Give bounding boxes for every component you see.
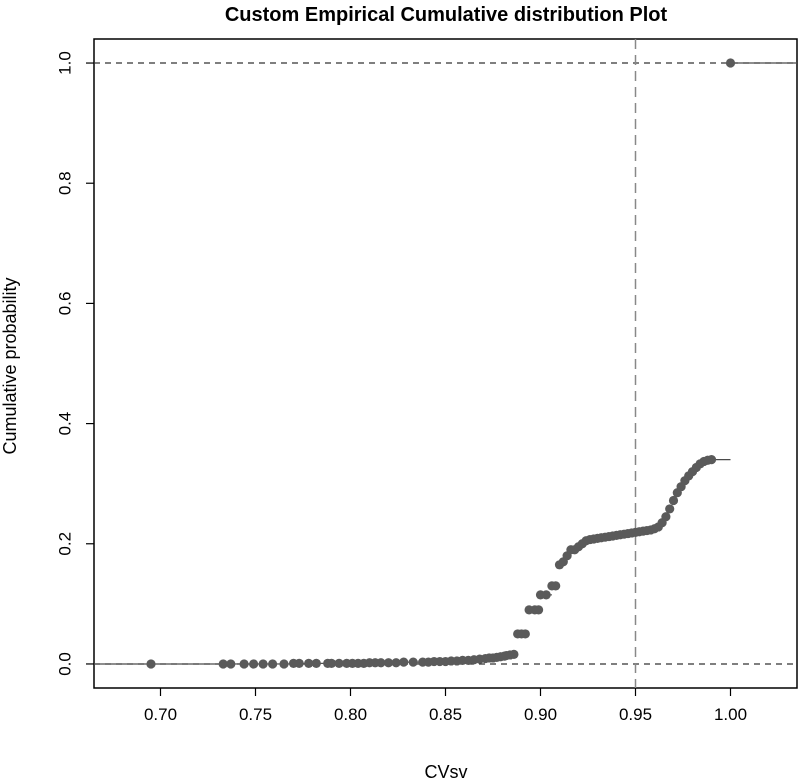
- data-point: [661, 512, 671, 522]
- data-point: [383, 658, 394, 668]
- y-tick-label: 0.6: [55, 292, 74, 316]
- x-tick-label: 0.90: [524, 705, 557, 724]
- data-point: [551, 581, 561, 591]
- y-tick-label: 0.4: [55, 412, 74, 436]
- x-tick-label: 1.00: [714, 705, 747, 724]
- reference-lines: [94, 39, 797, 688]
- data-point: [725, 58, 736, 68]
- x-tick-label: 0.85: [429, 705, 462, 724]
- data-point: [408, 657, 418, 667]
- data-points: [146, 58, 736, 669]
- x-axis-label: CVsv: [424, 762, 467, 782]
- data-point: [279, 659, 289, 669]
- data-point: [665, 504, 675, 514]
- data-point: [249, 659, 259, 669]
- x-tick-label: 0.70: [144, 705, 177, 724]
- data-point: [311, 658, 321, 668]
- data-point: [706, 455, 717, 465]
- data-point: [218, 659, 228, 669]
- y-tick-label: 1.0: [55, 51, 74, 75]
- data-point: [391, 658, 401, 668]
- y-tick-label: 0.2: [55, 532, 74, 556]
- y-axis-label: Cumulative probability: [0, 277, 20, 454]
- data-point: [268, 659, 278, 669]
- x-axis-ticks: 0.70 0.75 0.80 0.85 0.90 0.95 1.00: [144, 688, 747, 724]
- data-point: [258, 659, 268, 669]
- data-point: [520, 629, 530, 639]
- y-axis-ticks: 0.0 0.2 0.4 0.6 0.8 1.0: [55, 51, 94, 676]
- data-point: [668, 495, 679, 506]
- x-tick-label: 0.80: [334, 705, 367, 724]
- data-point: [226, 659, 236, 669]
- data-point: [294, 658, 304, 668]
- x-tick-label: 0.95: [619, 705, 652, 724]
- x-tick-label: 0.75: [239, 705, 272, 724]
- step-line-layer: [94, 62, 797, 665]
- plot-frame: [93, 38, 798, 689]
- data-point: [399, 657, 409, 667]
- data-point: [541, 590, 551, 600]
- data-point: [509, 649, 519, 659]
- chart-title: Custom Empirical Cumulative distribution…: [225, 4, 668, 26]
- data-point: [376, 658, 386, 668]
- data-point: [146, 659, 156, 669]
- data-point: [326, 658, 337, 668]
- data-point: [334, 658, 344, 668]
- data-point: [304, 658, 314, 668]
- y-tick-label: 0.0: [55, 652, 74, 676]
- data-point: [239, 659, 249, 669]
- data-point: [534, 605, 544, 615]
- y-tick-label: 0.8: [55, 171, 74, 195]
